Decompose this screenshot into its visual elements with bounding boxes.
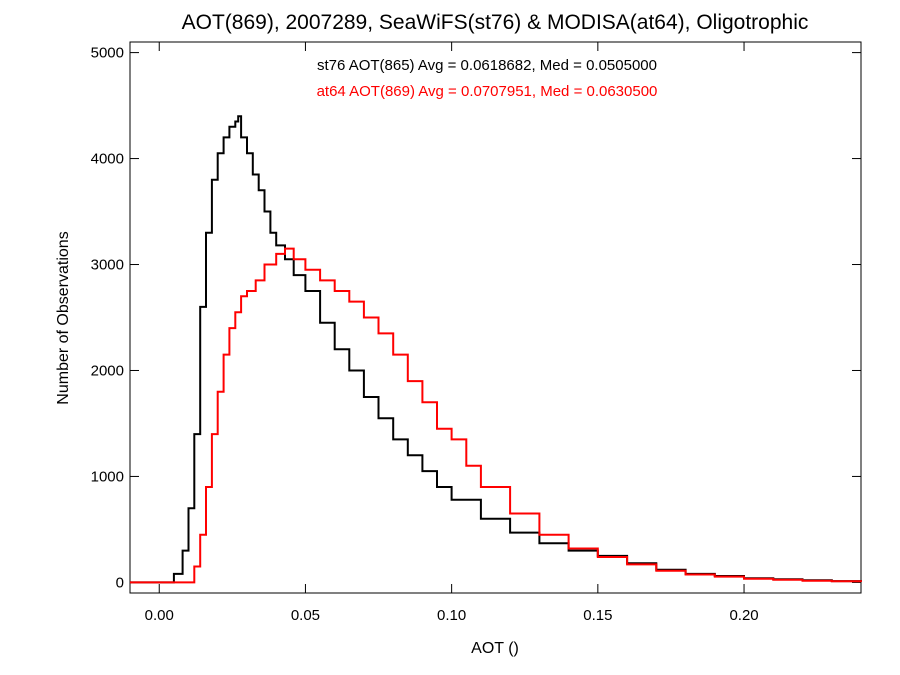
histogram-series-1 xyxy=(130,115,862,584)
x-tick-label: 0.20 xyxy=(729,607,758,624)
series-layer xyxy=(130,115,862,584)
statistics-annotations: st76 AOT(865) Avg = 0.0618682, Med = 0.0… xyxy=(317,57,658,100)
x-tick-label: 0.10 xyxy=(437,607,466,624)
y-axis-label: Number of Observations xyxy=(55,231,72,404)
y-tick-label: 4000 xyxy=(91,151,124,168)
x-tick-label: 0.05 xyxy=(291,607,320,624)
plot-frame xyxy=(129,41,862,594)
y-tick-label: 1000 xyxy=(91,468,124,485)
y-tick-label: 2000 xyxy=(91,362,124,379)
x-axis-ticks: 0.00 0.05 0.10 0.15 0.20 xyxy=(145,42,759,624)
chart-title: AOT(869), 2007289, SeaWiFS(st76) & MODIS… xyxy=(182,11,809,34)
series-2-stats: at64 AOT(869) Avg = 0.0707951, Med = 0.0… xyxy=(317,83,658,100)
y-axis-ticks: 0 1000 2000 3000 4000 5000 xyxy=(91,45,861,591)
y-tick-label: 0 xyxy=(116,574,124,591)
x-tick-label: 0.15 xyxy=(583,607,612,624)
series-1-stats: st76 AOT(865) Avg = 0.0618682, Med = 0.0… xyxy=(317,57,657,74)
y-tick-label: 5000 xyxy=(91,45,124,62)
x-tick-label: 0.00 xyxy=(145,607,174,624)
y-tick-label: 3000 xyxy=(91,257,124,274)
histogram-series-2 xyxy=(130,247,862,584)
x-axis-label: AOT () xyxy=(471,640,519,657)
